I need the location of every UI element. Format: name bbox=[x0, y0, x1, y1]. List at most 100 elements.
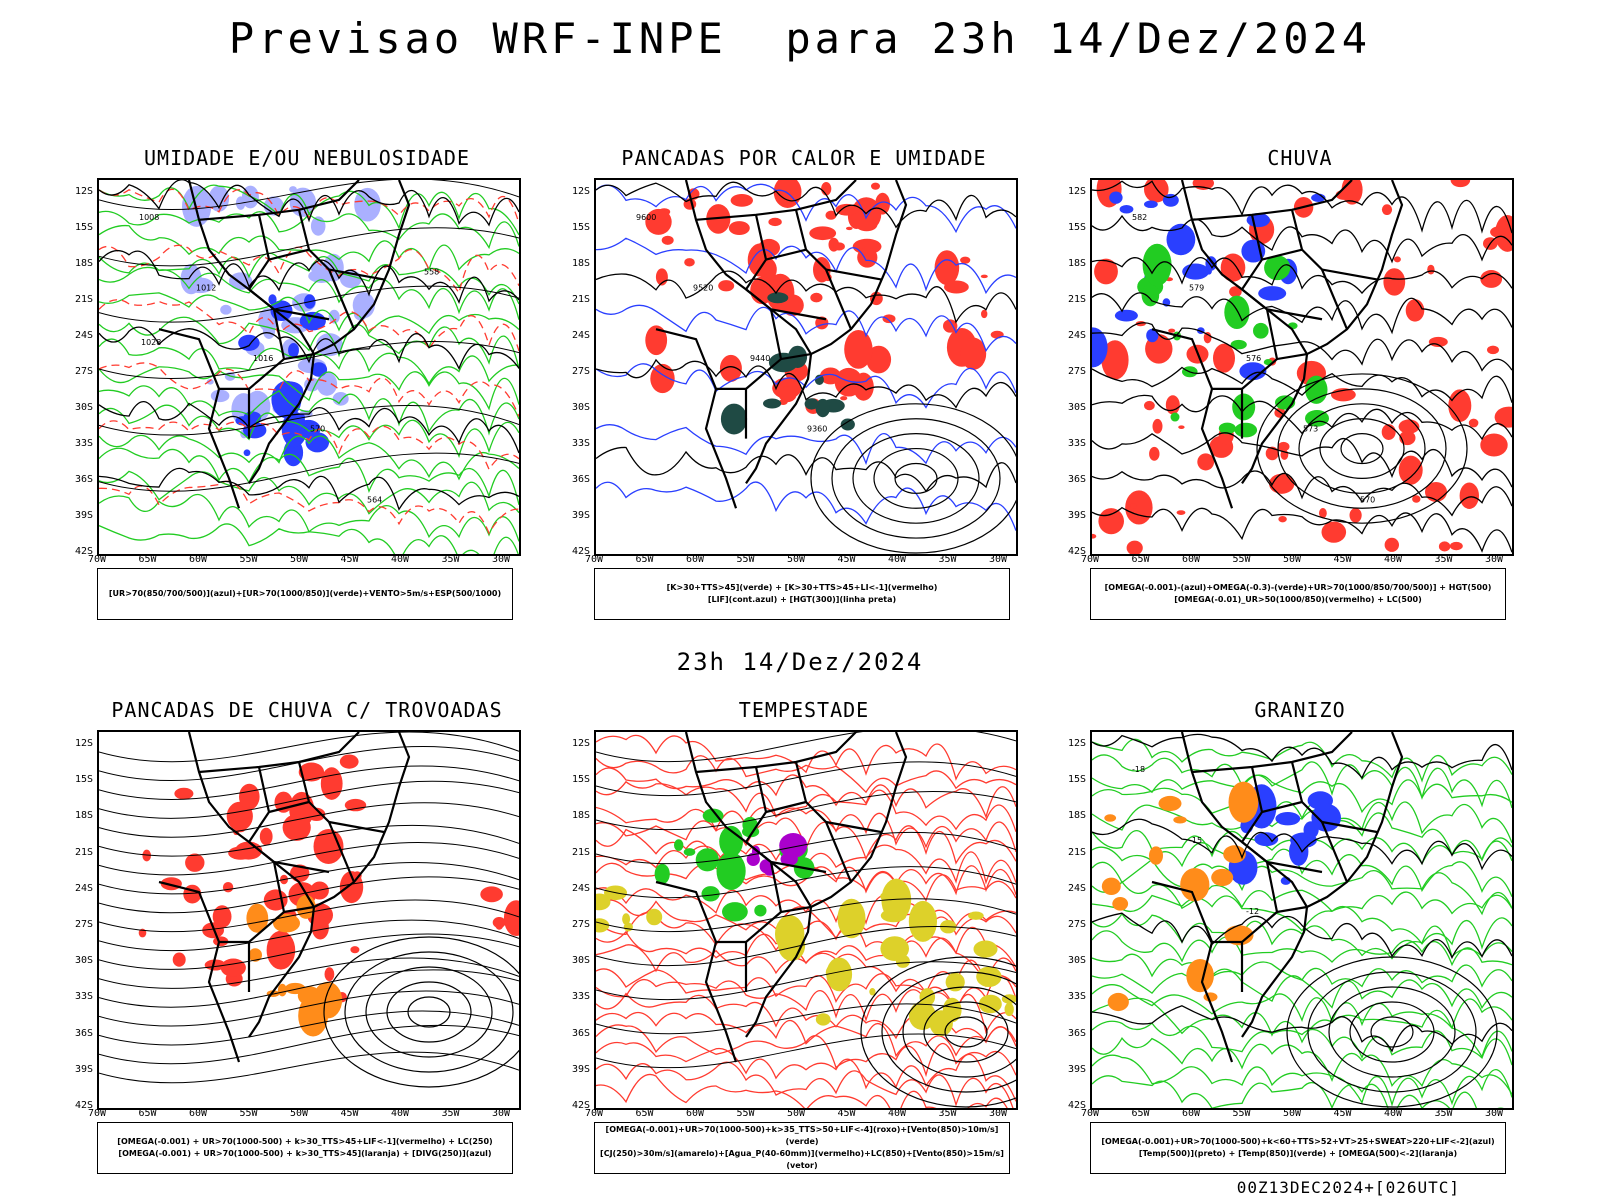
longitude-label: 45W bbox=[837, 1108, 856, 1119]
border-line bbox=[695, 732, 857, 774]
field-blob bbox=[1176, 510, 1186, 516]
border-line bbox=[328, 820, 385, 834]
longitude-label: 50W bbox=[289, 554, 309, 565]
field-blob bbox=[354, 187, 381, 222]
border-line bbox=[248, 214, 271, 291]
field-blob bbox=[1349, 507, 1362, 523]
streamline bbox=[596, 925, 1016, 967]
field-blob bbox=[804, 398, 819, 410]
contour-label: -18 bbox=[1132, 765, 1145, 774]
field-blob bbox=[719, 354, 742, 382]
field-blob bbox=[990, 330, 1004, 339]
latitude-label: 18S bbox=[74, 258, 93, 269]
contour-line bbox=[1092, 432, 1512, 488]
main-title: Previsao WRF-INPE para 23h 14/Dez/2024 bbox=[228, 14, 1372, 63]
border-line bbox=[744, 358, 782, 439]
latitude-label: 27S bbox=[74, 366, 93, 377]
contour-line bbox=[99, 523, 519, 554]
streamline bbox=[99, 957, 519, 989]
streamline bbox=[99, 1010, 519, 1046]
legend-line: [OMEGA(-0.001)+UR>70(1000-500)+k>35_TTS>… bbox=[605, 1125, 999, 1146]
closed-contour bbox=[365, 966, 493, 1058]
latitude-label: 30S bbox=[1067, 955, 1086, 967]
contour-line bbox=[99, 366, 519, 411]
longitude-label: 45W bbox=[1333, 1108, 1352, 1119]
streamline bbox=[99, 1051, 519, 1084]
longitude-label: 45W bbox=[340, 1108, 359, 1119]
latitude-label: 30S bbox=[571, 955, 590, 967]
latitude-label: 36S bbox=[74, 1027, 93, 1039]
border-line bbox=[187, 732, 316, 1038]
longitude-label: 60W bbox=[1181, 1108, 1201, 1119]
contour-line bbox=[99, 326, 519, 371]
field-blob bbox=[1450, 180, 1471, 188]
field-blob bbox=[810, 292, 823, 303]
field-blob bbox=[1229, 286, 1242, 298]
field-blob bbox=[339, 754, 359, 769]
contour-line bbox=[1092, 912, 1512, 960]
latitude-label: 33S bbox=[1067, 991, 1086, 1003]
border-line bbox=[272, 309, 315, 361]
latitude-label: 21S bbox=[571, 294, 590, 305]
field-blob bbox=[1218, 422, 1236, 435]
latitude-label: 39S bbox=[74, 1063, 93, 1075]
border-line bbox=[744, 911, 782, 992]
field-blob bbox=[1170, 412, 1180, 422]
field-blob bbox=[1092, 533, 1097, 539]
latitude-label: 24S bbox=[571, 330, 590, 341]
latitude-label: 12S bbox=[74, 738, 93, 749]
field-blob bbox=[695, 848, 719, 872]
border-line bbox=[198, 732, 360, 774]
contour-line bbox=[1092, 984, 1512, 1030]
field-blob bbox=[328, 309, 340, 324]
streamline bbox=[596, 831, 1016, 865]
field-blob bbox=[1213, 343, 1235, 373]
contour-line bbox=[99, 210, 519, 250]
field-blob bbox=[1278, 516, 1287, 523]
longitude-label: 55W bbox=[736, 554, 755, 565]
field-blob bbox=[220, 958, 246, 977]
field-blob bbox=[683, 848, 696, 856]
latitude-label: 30S bbox=[74, 402, 93, 413]
field-blob bbox=[719, 825, 743, 858]
latitude-label: 30S bbox=[74, 955, 93, 967]
field-blob bbox=[1186, 959, 1214, 993]
latitude-label: 30S bbox=[1067, 402, 1086, 413]
latitude-label: 42S bbox=[74, 1100, 93, 1111]
field-blob bbox=[778, 386, 797, 403]
contour-label: 9360 bbox=[807, 425, 827, 434]
latitude-label: 24S bbox=[1067, 330, 1086, 341]
field-blob bbox=[1144, 180, 1169, 203]
latitude-label: 27S bbox=[571, 919, 590, 930]
contour-line bbox=[99, 420, 519, 471]
contour-label: 570 bbox=[1360, 495, 1375, 504]
longitude-label: 35W bbox=[1434, 554, 1453, 565]
latitude-label: 36S bbox=[74, 474, 93, 485]
latitude-label: 39S bbox=[1067, 510, 1086, 521]
longitude-label: 70W bbox=[1080, 554, 1100, 565]
longitude-label: 60W bbox=[685, 554, 705, 565]
field-blob bbox=[1142, 243, 1172, 286]
latitude-label: 30S bbox=[571, 402, 590, 413]
latitude-label: 27S bbox=[1067, 366, 1086, 377]
contour-label: 9520 bbox=[693, 283, 713, 292]
longitude-label: 65W bbox=[138, 1108, 157, 1119]
streamline bbox=[99, 841, 519, 876]
field-blob bbox=[1094, 258, 1118, 285]
streamline bbox=[99, 180, 519, 211]
field-blob bbox=[1109, 191, 1123, 204]
field-blob bbox=[311, 915, 329, 940]
field-blob bbox=[233, 813, 249, 833]
closed-contour bbox=[1340, 433, 1384, 465]
field-blob bbox=[767, 292, 789, 304]
longitude-label: 60W bbox=[1181, 554, 1201, 565]
border-line bbox=[328, 268, 385, 281]
streamline bbox=[596, 790, 1016, 831]
field-blob bbox=[730, 194, 753, 207]
border-line bbox=[1180, 180, 1309, 484]
field-blob bbox=[1146, 328, 1159, 343]
longitude-label: 30W bbox=[1484, 554, 1504, 565]
field-blob bbox=[759, 859, 773, 874]
contour-label: 1016 bbox=[253, 354, 273, 363]
field-blob bbox=[243, 449, 251, 457]
